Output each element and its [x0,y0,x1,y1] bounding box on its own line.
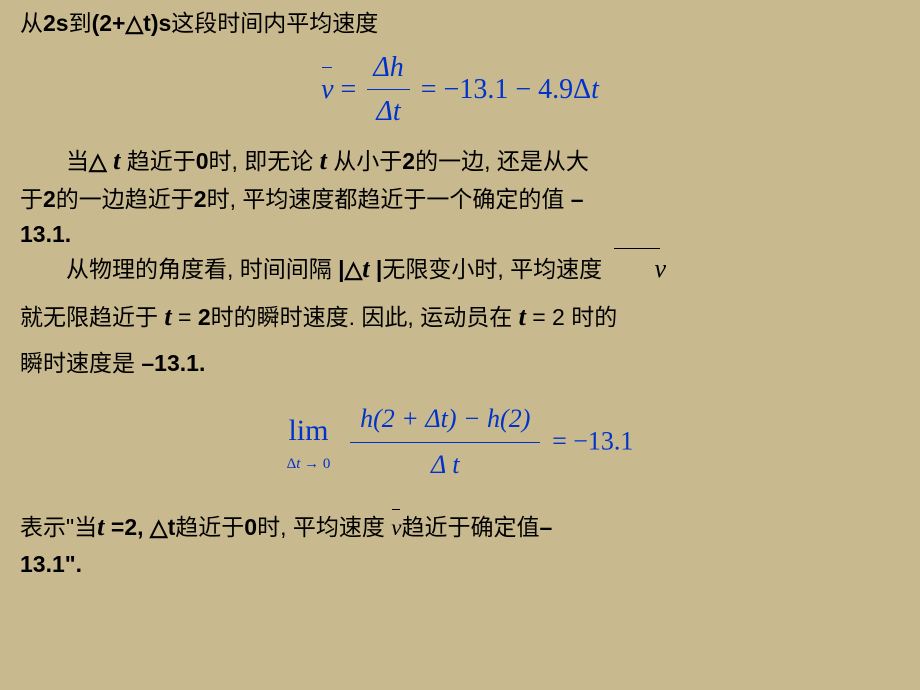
txt: 时, 平均速度 [257,514,391,540]
txt: 瞬时速度是 [20,350,141,376]
txt-t2: t [164,302,171,331]
txt: 时, 即无论 [209,148,320,174]
eq-sign: = [341,74,357,105]
symbol-vbar2: v [609,249,667,289]
paragraph-interpret: 表示"当t =2, △t趋近于0时, 平均速度 v趋近于确定值– 13.1". [20,507,900,583]
equation-limit: lim Δt → 0 h(2 + Δt) − h(2) Δ t = −13.1 [20,399,900,485]
txt: 于 [20,186,43,212]
equation-vbar: v = Δh Δt = −13.1 − 4.9Δt [20,46,900,134]
paragraph-physics-2: 就无限趋近于 t = 2时的瞬时速度. 因此, 运动员在 t = 2 时的 [20,297,900,337]
txt-2s: 2s [43,10,69,36]
txt-t3: t [519,302,526,331]
txt-2b: 2 [43,186,56,212]
txt: =2, [111,514,150,540]
numerator2: h(2 + Δt) − h(2) [350,399,540,442]
txt: 从 [20,10,43,36]
txt: 就无限趋近于 [20,304,164,330]
symbol-vbar: v [321,68,333,111]
symbol-vbar3: v [391,510,401,546]
paragraph-physics: 从物理的角度看, 时间间隔 |△t |无限变小时, 平均速度 v [20,249,900,289]
denominator: Δt [367,90,409,133]
txt: 这段时间内平均速度 [171,10,378,36]
txt-0b: 0 [244,514,257,540]
lim-sub: Δt → 0 [287,453,331,476]
txt-abs-dt: |△t | [338,256,382,282]
slide-content: 从2s到(2+△t)s这段时间内平均速度 v = Δh Δt = −13.1 −… [0,0,920,593]
txt: 从小于 [327,148,402,174]
numerator: Δh [367,46,409,90]
txt: 的一边趋近于 [56,186,194,212]
txt: 到 [69,10,92,36]
lim-label: lim [288,414,328,447]
txt-dt: △ t [89,148,127,174]
txt-2dt: (2+△t)s [92,10,172,36]
txt: 趋近于确定值 [401,514,539,540]
paragraph-physics-3: 瞬时速度是 –13.1. [20,346,900,382]
txt-0: 0 [196,148,209,174]
txt-2d: 2 [198,304,211,330]
paragraph-limit-desc: 当△ t 趋近于0时, 即无论 t 从小于2的一边, 还是从大 于2的一边趋近于… [20,141,900,253]
denominator2: Δ t [350,443,540,485]
txt-neg131: –13.1. [141,350,205,376]
rhs2: = −13.1 [552,427,633,456]
txt-2c: 2 [194,186,207,212]
txt-131: 13.1. [20,221,71,247]
txt: 无限变小时, 平均速度 [382,256,608,282]
txt: 趋近于 [175,514,244,540]
txt-neg: – [571,186,584,212]
txt-neg2: – [539,514,552,540]
txt: 趋近于 [127,148,196,174]
line-interval: 从2s到(2+△t)s这段时间内平均速度 [20,6,900,42]
txt-t: t [320,146,327,175]
txt: 时的瞬时速度. 因此, 运动员在 [211,304,519,330]
fraction-limit: h(2 + Δt) − h(2) Δ t [350,399,540,485]
rhs: = −13.1 − 4.9Δt [421,74,599,105]
txt: 当 [66,148,89,174]
txt-131b: 13.1". [20,551,82,577]
txt: = [172,304,198,330]
txt: = 2 时的 [526,304,617,330]
fraction-dh-dt: Δh Δt [367,46,409,134]
txt: 表示"当 [20,514,97,540]
txt: 从物理的角度看, 时间间隔 [66,256,338,282]
lim-block: lim Δt → 0 [287,408,331,476]
txt-2a: 2 [402,148,415,174]
txt: 的一边, 还是从大 [415,148,589,174]
txt-t4: t [97,512,111,541]
txt: 时, 平均速度都趋近于一个确定的值 [207,186,571,212]
txt-dt2: △t [150,514,175,540]
